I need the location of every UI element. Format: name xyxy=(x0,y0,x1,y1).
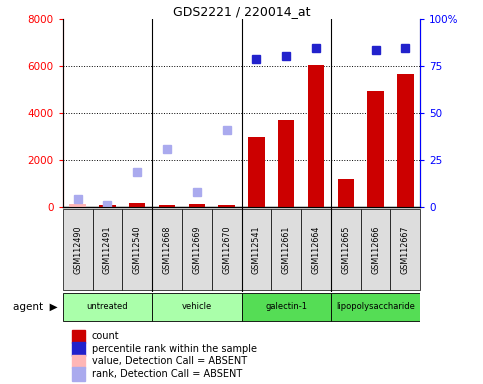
FancyBboxPatch shape xyxy=(361,209,390,290)
Text: GSM112490: GSM112490 xyxy=(73,225,82,274)
FancyBboxPatch shape xyxy=(242,293,331,321)
FancyBboxPatch shape xyxy=(301,209,331,290)
Text: GSM112666: GSM112666 xyxy=(371,225,380,274)
Text: lipopolysaccharide: lipopolysaccharide xyxy=(336,302,415,311)
Bar xyxy=(159,205,175,207)
Text: GSM112665: GSM112665 xyxy=(341,225,350,274)
Text: GSM112664: GSM112664 xyxy=(312,225,320,274)
Bar xyxy=(397,74,413,207)
Bar xyxy=(99,205,115,207)
Text: GSM112661: GSM112661 xyxy=(282,225,291,274)
Bar xyxy=(368,91,384,207)
Text: agent  ▶: agent ▶ xyxy=(14,301,58,311)
Bar xyxy=(308,65,324,207)
Text: count: count xyxy=(92,331,119,341)
FancyBboxPatch shape xyxy=(331,209,361,290)
Bar xyxy=(189,204,205,207)
Bar xyxy=(278,120,294,207)
FancyBboxPatch shape xyxy=(390,209,420,290)
Text: rank, Detection Call = ABSENT: rank, Detection Call = ABSENT xyxy=(92,369,242,379)
Text: untreated: untreated xyxy=(86,302,128,311)
Text: GSM112670: GSM112670 xyxy=(222,225,231,274)
Text: GSM112669: GSM112669 xyxy=(192,225,201,274)
Bar xyxy=(248,137,265,207)
FancyBboxPatch shape xyxy=(63,209,93,290)
FancyBboxPatch shape xyxy=(93,209,122,290)
FancyBboxPatch shape xyxy=(152,209,182,290)
Bar xyxy=(218,205,235,207)
FancyBboxPatch shape xyxy=(152,293,242,321)
FancyBboxPatch shape xyxy=(242,209,271,290)
Text: GSM112540: GSM112540 xyxy=(133,225,142,274)
Text: value, Detection Call = ABSENT: value, Detection Call = ABSENT xyxy=(92,356,247,366)
Title: GDS2221 / 220014_at: GDS2221 / 220014_at xyxy=(173,5,310,18)
FancyBboxPatch shape xyxy=(331,293,420,321)
Text: GSM112541: GSM112541 xyxy=(252,225,261,274)
Text: GSM112667: GSM112667 xyxy=(401,225,410,274)
Text: GSM112668: GSM112668 xyxy=(163,225,171,274)
FancyBboxPatch shape xyxy=(271,209,301,290)
Text: GSM112491: GSM112491 xyxy=(103,225,112,274)
Text: galectin-1: galectin-1 xyxy=(265,302,307,311)
Bar xyxy=(338,179,354,207)
Bar xyxy=(129,203,145,207)
FancyBboxPatch shape xyxy=(212,209,242,290)
FancyBboxPatch shape xyxy=(122,209,152,290)
FancyBboxPatch shape xyxy=(63,293,152,321)
Text: vehicle: vehicle xyxy=(182,302,212,311)
Bar xyxy=(70,204,86,207)
FancyBboxPatch shape xyxy=(182,209,212,290)
Text: percentile rank within the sample: percentile rank within the sample xyxy=(92,344,257,354)
